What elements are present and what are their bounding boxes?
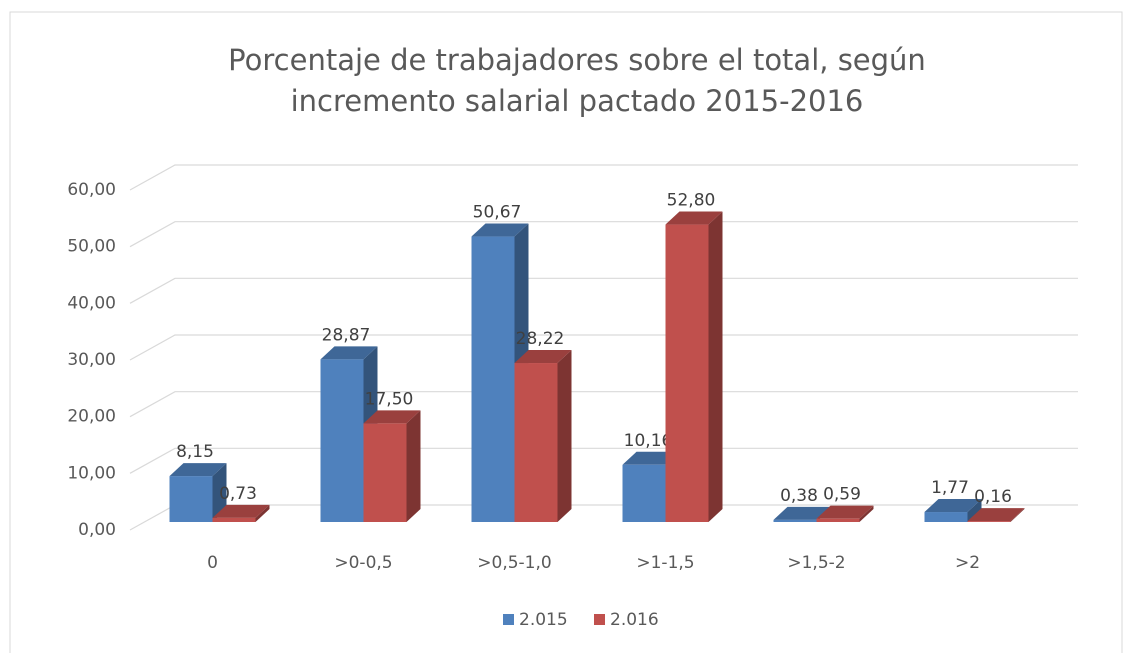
bar-face bbox=[708, 211, 723, 522]
y-tick-label: 40,00 bbox=[67, 293, 116, 313]
bar bbox=[967, 508, 1025, 522]
bar-face bbox=[212, 463, 227, 522]
x-tick-label: >0,5-1,0 bbox=[477, 553, 551, 573]
bar bbox=[924, 499, 982, 522]
data-label: 0,73 bbox=[219, 484, 257, 504]
bar bbox=[471, 236, 515, 522]
y-tick-label: 10,00 bbox=[67, 463, 116, 483]
data-label: 1,77 bbox=[931, 478, 969, 498]
chart-frame bbox=[9, 11, 1123, 653]
x-tick-label: >1,5-2 bbox=[787, 553, 845, 573]
bar-face bbox=[406, 410, 421, 522]
bar-face bbox=[255, 504, 270, 522]
x-tick-label: 0 bbox=[207, 553, 218, 573]
bar-face bbox=[967, 499, 982, 522]
legend-label: 2.016 bbox=[610, 610, 659, 630]
grid-line bbox=[129, 277, 1078, 304]
chart-title: incremento salarial pactado 2015-2016 bbox=[291, 84, 864, 118]
grid-line bbox=[129, 447, 1078, 474]
bar-face bbox=[1010, 508, 1025, 522]
y-tick-label: 50,00 bbox=[67, 237, 116, 257]
data-label: 28,87 bbox=[322, 325, 371, 345]
bar bbox=[514, 350, 572, 522]
bar bbox=[212, 504, 270, 522]
y-tick-label: 60,00 bbox=[67, 180, 116, 200]
bar-face bbox=[924, 499, 982, 513]
bar-face bbox=[169, 463, 227, 477]
bar bbox=[320, 359, 364, 522]
data-label: 0,59 bbox=[823, 485, 861, 505]
legend-swatch bbox=[503, 614, 514, 625]
grid-line bbox=[129, 164, 1078, 191]
bar-face bbox=[514, 350, 572, 364]
grid-line bbox=[129, 391, 1078, 418]
bar bbox=[212, 517, 256, 522]
legend-swatch bbox=[594, 614, 605, 625]
x-tick-label: >1-1,5 bbox=[636, 553, 694, 573]
data-label: 52,80 bbox=[667, 191, 716, 211]
bar bbox=[816, 505, 874, 522]
data-label: 0,16 bbox=[974, 487, 1012, 507]
bar-face bbox=[859, 505, 874, 522]
data-label: 0,38 bbox=[780, 486, 818, 506]
bar bbox=[665, 224, 709, 522]
y-tick-label: 30,00 bbox=[67, 350, 116, 370]
y-tick-label: 0,00 bbox=[78, 520, 116, 540]
bar bbox=[816, 518, 860, 522]
bar-face bbox=[471, 223, 529, 237]
data-label: 50,67 bbox=[473, 203, 522, 223]
bar-face bbox=[816, 505, 874, 519]
bar bbox=[169, 476, 213, 522]
data-label: 8,15 bbox=[176, 442, 214, 462]
bar bbox=[363, 423, 407, 522]
bar bbox=[773, 519, 817, 522]
bar-face bbox=[967, 508, 1025, 522]
x-tick-label: >2 bbox=[955, 553, 980, 573]
y-tick-label: 20,00 bbox=[67, 407, 116, 427]
data-label: 10,16 bbox=[624, 431, 673, 451]
bar bbox=[924, 512, 968, 522]
bar-face bbox=[622, 451, 680, 465]
grid-line bbox=[129, 221, 1078, 248]
chart-title: Porcentaje de trabajadores sobre el tota… bbox=[228, 43, 926, 77]
bar-face bbox=[665, 211, 723, 225]
data-label: 28,22 bbox=[516, 329, 565, 349]
legend-label: 2.015 bbox=[519, 610, 568, 630]
bar bbox=[514, 363, 558, 522]
x-tick-label: >0-0,5 bbox=[334, 553, 392, 573]
bar bbox=[665, 211, 723, 522]
bar bbox=[363, 410, 421, 522]
bar bbox=[967, 521, 1011, 522]
bar-face bbox=[320, 346, 378, 360]
bar-face bbox=[773, 506, 831, 520]
bar bbox=[622, 464, 666, 522]
bar bbox=[169, 463, 227, 522]
data-label: 17,50 bbox=[365, 389, 414, 409]
bar-face bbox=[212, 504, 270, 518]
grid-line bbox=[129, 334, 1078, 361]
bar-face bbox=[363, 410, 421, 424]
bar-face bbox=[557, 350, 572, 522]
